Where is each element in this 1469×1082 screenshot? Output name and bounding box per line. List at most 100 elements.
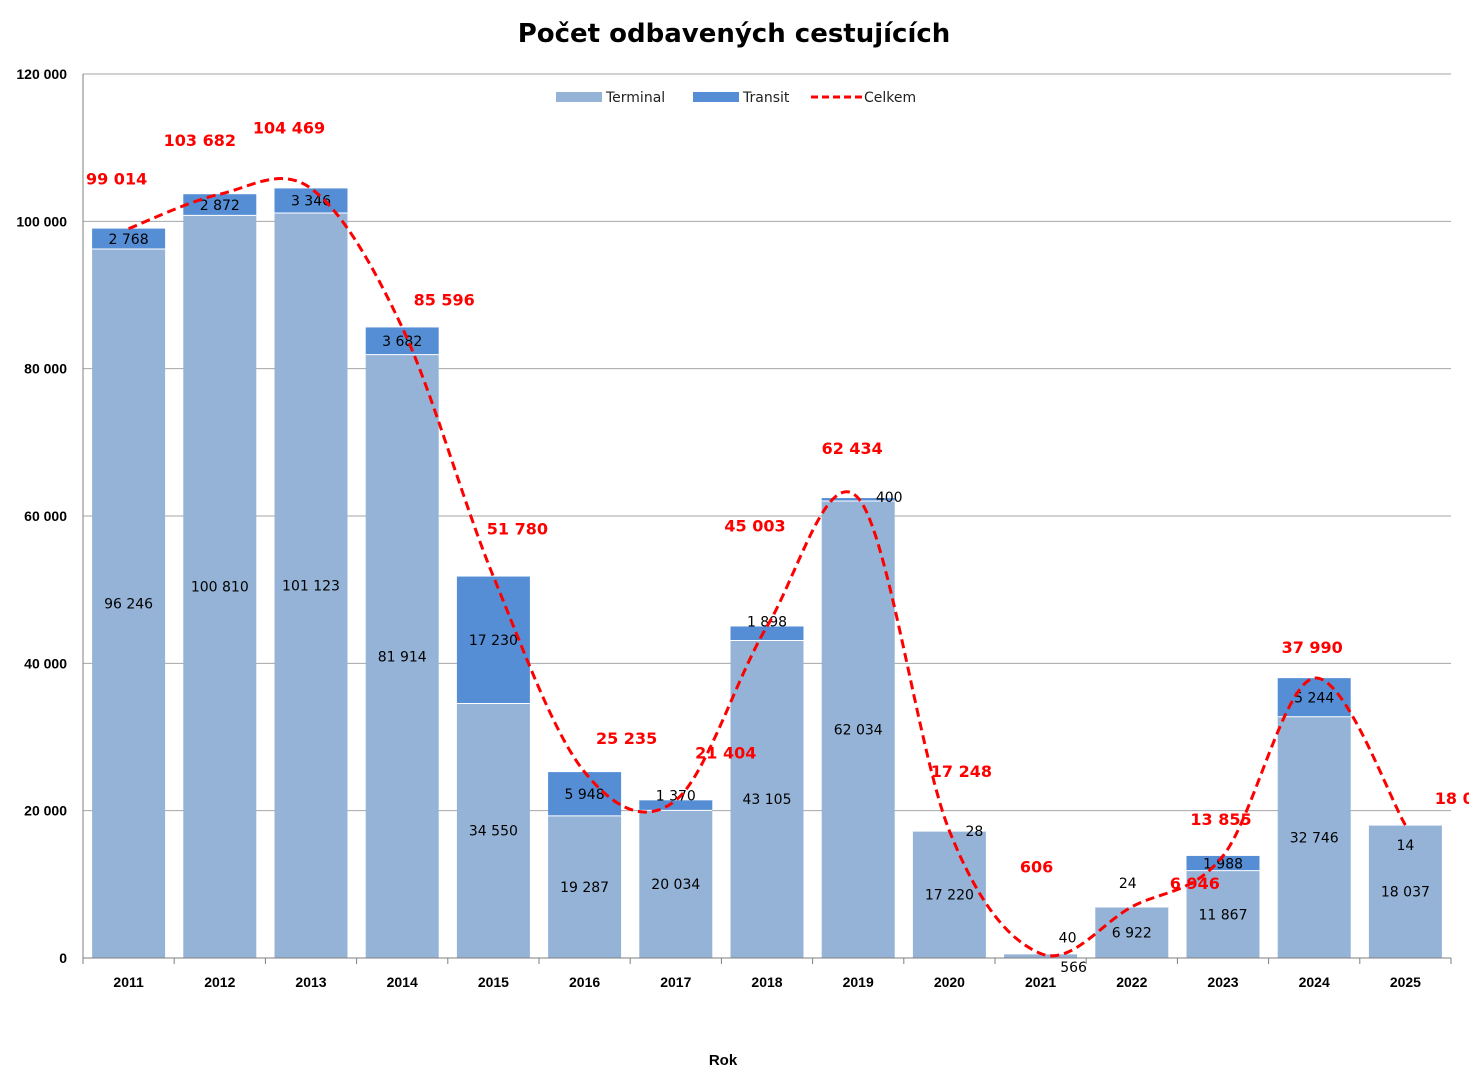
x-tick-label: 2018 (751, 974, 782, 990)
bar-terminal (183, 215, 257, 958)
bar-terminal (821, 501, 895, 958)
data-label-total: 99 014 (86, 170, 147, 189)
data-label-transit: 2 872 (200, 198, 240, 214)
data-label-transit: 400 (876, 490, 903, 506)
bar-terminal (456, 703, 530, 958)
bar-transit (548, 772, 622, 816)
x-axis-title: Rok (709, 1052, 738, 1069)
x-tick-label: 2013 (295, 974, 326, 990)
data-label-transit: 14 (1396, 838, 1414, 854)
total-labels: 99 014 103 682 104 469 85 596 51 780 25 235 21… (86, 118, 1469, 892)
bar-transit (274, 188, 348, 214)
x-tick-label: 2015 (478, 974, 509, 990)
bar-terminal (730, 640, 804, 958)
bar-terminal (274, 213, 348, 959)
data-label-terminal: 43 105 (743, 792, 792, 808)
data-label-terminal: 62 034 (834, 723, 883, 739)
data-label-transit: 5 948 (565, 787, 605, 803)
data-label-total: 17 248 (931, 762, 992, 781)
x-tick-label: 2011 (113, 974, 144, 990)
data-label-transit: 24 (1119, 876, 1137, 892)
data-label-total: 62 434 (822, 439, 883, 458)
data-label-transit: 3 346 (291, 194, 331, 210)
data-label-terminal: 100 810 (191, 580, 249, 596)
data-label-transit: 1 898 (747, 614, 787, 630)
data-label-terminal: 11 867 (1199, 907, 1248, 923)
data-label-total: 606 (1020, 858, 1053, 877)
legend-swatch-transit (693, 92, 739, 102)
data-label-transit: 40 (1059, 931, 1077, 947)
data-label-terminal: 96 246 (104, 596, 153, 612)
bar-terminal (1004, 953, 1078, 958)
bar-terminal (548, 815, 622, 958)
x-tick-label: 2021 (1025, 974, 1056, 990)
data-label-transit: 3 682 (382, 334, 422, 350)
total-line-path (128, 177, 1407, 958)
data-label-transit: 28 (965, 824, 983, 840)
y-tick-label: 40 000 (24, 655, 67, 671)
bar-transit (1186, 855, 1260, 871)
y-tick-label: 0 (59, 950, 67, 966)
data-label-total: 103 682 (164, 131, 236, 150)
data-label-terminal: 34 550 (469, 824, 518, 840)
data-label-transit: 5 244 (1294, 690, 1334, 706)
data-label-transit: 1 370 (656, 788, 696, 804)
bar-terminal (912, 831, 986, 958)
data-label-total: 13 855 (1190, 810, 1251, 829)
bar-transit (92, 228, 166, 249)
y-tick-label: 20 000 (24, 803, 67, 819)
y-tick-label: 60 000 (24, 508, 67, 524)
data-label-total: 104 469 (253, 118, 325, 137)
legend-label-transit: Transit (742, 90, 790, 106)
x-tick-label: 2022 (1116, 974, 1147, 990)
x-tick-label: 2017 (660, 974, 691, 990)
x-tick-label: 2014 (387, 974, 418, 990)
x-tick-label: 2025 (1390, 974, 1421, 990)
bar-transit (1277, 678, 1351, 717)
data-label-total: 51 780 (487, 520, 548, 539)
bars (92, 188, 1442, 959)
data-label-transit: 17 230 (469, 633, 518, 649)
bar-labels: 96 246 2 768 100 810 2 872 101 123 3 346 81 91… (104, 194, 1430, 976)
bar-terminal (1186, 870, 1260, 958)
data-label-terminal: 6 922 (1112, 926, 1152, 942)
data-label-transit: 2 768 (109, 232, 149, 248)
legend: Terminal Transit Celkem (556, 90, 916, 106)
data-label-total: 21 404 (695, 743, 756, 762)
y-tick-label: 120 000 (16, 66, 67, 82)
data-label-terminal: 17 220 (925, 888, 974, 904)
legend-swatch-terminal (556, 92, 602, 102)
x-tick-label: 2019 (843, 974, 874, 990)
data-label-terminal: 101 123 (282, 579, 340, 595)
bar-terminal (92, 248, 166, 958)
bar-terminal (365, 354, 439, 958)
data-label-total: 6 946 (1170, 874, 1220, 893)
data-label-terminal: 18 037 (1381, 885, 1430, 901)
data-label-total: 37 990 (1282, 638, 1343, 657)
x-tick-label: 2020 (934, 974, 965, 990)
total-line (128, 177, 1407, 958)
legend-label-terminal: Terminal (605, 90, 665, 106)
x-tick-label: 2016 (569, 974, 600, 990)
y-tick-label: 80 000 (24, 361, 67, 377)
data-label-total: 85 596 (414, 290, 475, 309)
bar-transit (730, 626, 804, 641)
data-label-terminal: 81 914 (378, 649, 427, 665)
chart-title: Počet odbavených cestujících (518, 19, 951, 49)
data-label-terminal: 19 287 (560, 880, 609, 896)
x-tick-label: 2023 (1207, 974, 1238, 990)
data-label-total: 25 235 (596, 729, 657, 748)
data-label-terminal: 32 746 (1290, 830, 1339, 846)
bar-terminal (1277, 716, 1351, 958)
bar-terminal (1368, 825, 1442, 958)
x-tick-label: 2024 (1299, 974, 1330, 990)
data-label-total: 18 051 (1435, 789, 1469, 808)
x-tick-label: 2012 (204, 974, 235, 990)
y-tick-label: 100 000 (16, 213, 67, 229)
bar-transit (639, 800, 713, 811)
bar-terminal (1095, 907, 1169, 958)
data-label-terminal: 566 (1060, 960, 1087, 976)
data-label-terminal: 20 034 (651, 877, 700, 893)
legend-label-total: Celkem (864, 90, 916, 106)
